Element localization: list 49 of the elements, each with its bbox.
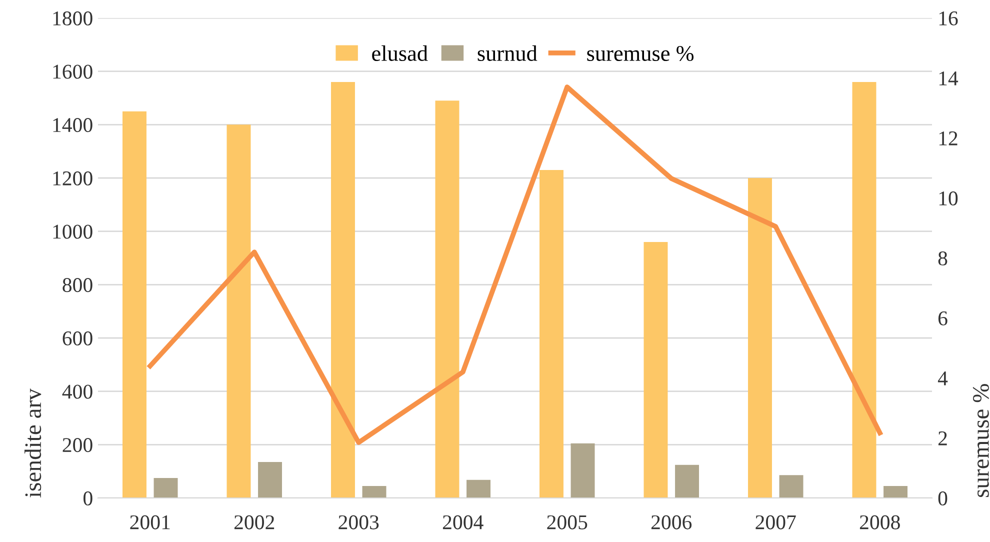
bar <box>540 170 564 498</box>
x-tick-label: 2007 <box>756 515 796 530</box>
y-tick-label: 400 <box>62 384 92 399</box>
y-tick-label: 1200 <box>53 171 92 186</box>
bar <box>331 82 355 498</box>
bar <box>748 178 772 498</box>
y-tick-label: 1400 <box>53 118 92 132</box>
y-tick-label: 1600 <box>53 64 92 79</box>
legend-label: suremuse % <box>587 46 694 62</box>
bar <box>466 480 490 498</box>
y-tick-label: 800 <box>62 278 92 292</box>
bar <box>258 462 282 498</box>
y-tick-label: 1000 <box>53 224 92 239</box>
y-tick-label: 600 <box>62 331 92 346</box>
x-tick-label: 2006 <box>651 515 692 530</box>
bar <box>362 486 386 498</box>
y2-tick-label: 4 <box>938 372 948 386</box>
bar <box>675 464 699 498</box>
legend-label: elusad <box>372 45 428 61</box>
x-tick-label: 2004 <box>442 515 484 530</box>
bar <box>122 111 146 498</box>
y2-tick-label: 12 <box>939 131 958 146</box>
bar <box>154 478 178 498</box>
line-series <box>148 84 882 445</box>
y2-tick-label: 16 <box>939 11 958 26</box>
bar <box>644 242 668 498</box>
bar <box>884 486 908 498</box>
y-axis-title: isendite arv <box>24 388 42 498</box>
y-tick-label: 200 <box>62 438 92 452</box>
y2-tick-label: 0 <box>938 491 948 506</box>
x-tick-label: 2003 <box>338 515 379 530</box>
y2-tick-label: 14 <box>939 71 958 86</box>
legend-label: surnud <box>478 45 538 61</box>
x-tick-label: 2001 <box>130 515 170 530</box>
bar <box>779 475 804 498</box>
bar <box>852 82 876 498</box>
x-tick-label: 2005 <box>547 515 588 530</box>
x-tick-label: 2008 <box>860 515 900 530</box>
y-tick-label: 0 <box>84 491 92 506</box>
y2-tick-label: 6 <box>938 311 948 326</box>
bar <box>435 100 460 498</box>
bar <box>226 124 251 498</box>
y2-tick-label: 2 <box>938 431 947 446</box>
y2-tick-label: 10 <box>939 191 958 206</box>
y2-axis-title: suremuse % <box>972 384 989 498</box>
bar <box>570 443 595 498</box>
x-tick-label: 2002 <box>234 515 274 530</box>
y-tick-label: 1800 <box>53 11 92 26</box>
y2-tick-label: 8 <box>938 251 948 266</box>
